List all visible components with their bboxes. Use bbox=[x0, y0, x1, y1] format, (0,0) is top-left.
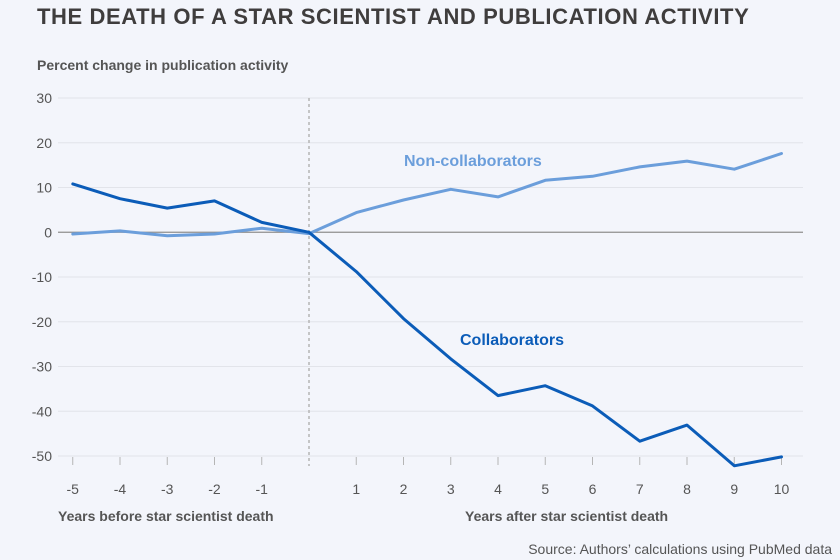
x-tick-label: 1 bbox=[352, 481, 360, 497]
x-tick-label: -1 bbox=[256, 481, 269, 497]
x-tick-label: -3 bbox=[161, 481, 174, 497]
y-tick-label: 10 bbox=[36, 180, 52, 196]
y-tick-label: -50 bbox=[32, 448, 52, 464]
x-tick-label: 8 bbox=[683, 481, 691, 497]
y-tick-label: -40 bbox=[32, 403, 52, 419]
x-tick-label: -4 bbox=[114, 481, 127, 497]
series-line-non-collaborators bbox=[71, 152, 783, 238]
x-tick-label: 9 bbox=[730, 481, 738, 497]
x-tick-label: -5 bbox=[67, 481, 80, 497]
y-tick-label: -10 bbox=[32, 269, 52, 285]
x-tick-label: 10 bbox=[774, 481, 790, 497]
x-tick-label: 6 bbox=[589, 481, 597, 497]
x-axis-label-after: Years after star scientist death bbox=[465, 508, 668, 524]
y-axis-label: Percent change in publication activity bbox=[37, 57, 289, 73]
y-tick-label: 0 bbox=[44, 224, 52, 240]
x-axis-ticks: -5 -4 -3 -2 -1 1 2 3 4 5 6 7 8 9 10 bbox=[67, 457, 790, 497]
series-label-non-collaborators: Non-collaborators bbox=[404, 153, 542, 170]
y-tick-label: -30 bbox=[32, 359, 52, 375]
x-axis-label-before: Years before star scientist death bbox=[58, 508, 274, 524]
x-tick-label: -2 bbox=[208, 481, 221, 497]
x-tick-label: 2 bbox=[400, 481, 408, 497]
x-tick-label: 5 bbox=[541, 481, 549, 497]
series-label-collaborators: Collaborators bbox=[460, 332, 564, 349]
source-note: Source: Authors’ calculations using PubM… bbox=[528, 541, 832, 557]
y-tick-label: 20 bbox=[36, 135, 52, 151]
y-tick-label: 30 bbox=[36, 90, 52, 106]
x-tick-label: 3 bbox=[447, 481, 455, 497]
y-axis-ticks: 30 20 10 0 -10 -20 -30 -40 -50 bbox=[32, 90, 52, 464]
gridlines bbox=[58, 97, 803, 457]
x-tick-label: 7 bbox=[636, 481, 644, 497]
y-tick-label: -20 bbox=[32, 314, 52, 330]
series-line-collaborators bbox=[71, 182, 783, 468]
series-lines bbox=[71, 152, 783, 468]
x-tick-label: 4 bbox=[494, 481, 502, 497]
chart-title: THE DEATH OF A STAR SCIENTIST AND PUBLIC… bbox=[37, 4, 750, 29]
